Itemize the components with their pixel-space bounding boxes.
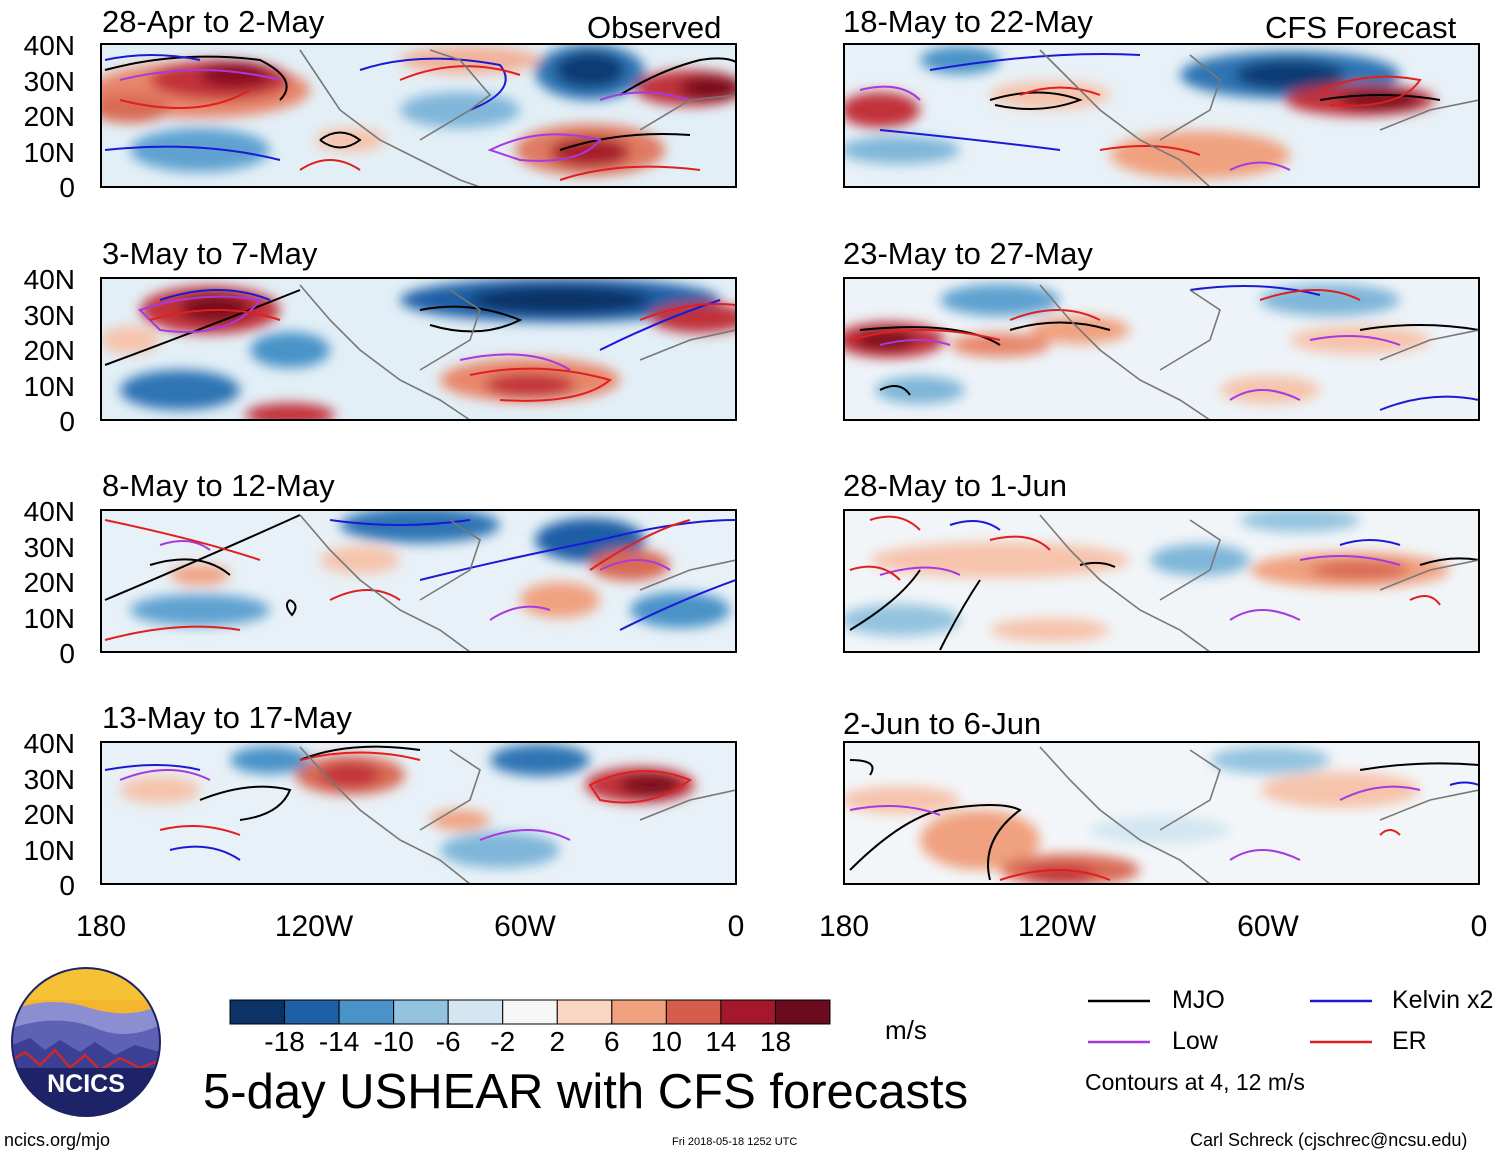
cfs-forecast-label: CFS Forecast [1265,10,1457,45]
map-panel-right-4 [844,742,1479,884]
panel-title-right-1: 18-May to 22-May [843,4,1093,39]
x-tick-left-180: 180 [75,910,127,943]
colorbar-label: 2 [549,1026,566,1057]
y-tick-row4-2: 20N [23,799,75,830]
colorbar-label: 18 [759,1026,792,1057]
colorbar-cell [393,999,449,1025]
panel-title-left-1: 28-Apr to 2-May [102,4,325,39]
y-tick-row1-0: 40N [23,30,75,61]
y-tick-row1-2: 20N [23,101,75,132]
colorbar-label: -18 [264,1026,305,1057]
colorbar-label: -14 [318,1026,360,1057]
y-tick-row4-3: 10N [23,834,75,866]
colorbar-cell [229,999,286,1025]
y-tick-row2-3: 10N [23,370,75,402]
colorbar-cell [284,999,340,1025]
figure-title: 5-day USHEAR with CFS forecasts [203,1065,969,1119]
colorbar-label: 6 [604,1026,620,1057]
colorbar-cell [338,999,395,1025]
colorbar-cell [611,999,667,1025]
footer-url[interactable]: ncics.org/mjo [4,1130,111,1150]
y-tick-row4-4: 0 [59,870,75,901]
y-tick-row1-3: 10N [23,136,75,168]
panel-title-left-3: 8-May to 12-May [102,468,335,503]
y-tick-row2-0: 40N [23,264,75,295]
y-tick-row2-2: 20N [23,335,75,366]
x-tick-right-0: 0 [1470,910,1488,943]
y-tick-row3-4: 0 [59,638,75,669]
map-panel-right-2 [844,278,1479,420]
y-tick-row1-1: 30N [23,65,75,97]
colorbar-label: -2 [490,1026,516,1057]
panel-title-left-2: 3-May to 7-May [102,236,318,271]
colorbar-cell [774,999,831,1025]
footer-timestamp: Fri 2018-05-18 1252 UTC [672,1136,798,1148]
ncics-logo: NCICS [11,967,161,1117]
x-tick-right-180: 180 [818,910,870,943]
panel-title-right-2: 23-May to 27-May [843,236,1093,271]
y-tick-row3-2: 20N [23,567,75,598]
map-panel-left-4 [101,742,736,884]
colorbar-label: -6 [435,1026,461,1057]
colorbar-label: 10 [650,1026,682,1057]
panel-title-left-4: 13-May to 17-May [102,700,352,735]
map-panel-right-3 [844,510,1479,652]
x-tick-left-0: 0 [727,910,745,943]
legend-label-er: ER [1392,1027,1427,1055]
x-tick-left-120w: 120W [274,910,354,943]
panel-title-right-3: 28-May to 1-Jun [843,468,1067,503]
y-tick-row1-4: 0 [59,172,75,203]
contour-note: Contours at 4, 12 m/s [1085,1069,1305,1095]
x-tick-right-60w: 60W [1237,910,1299,943]
observed-label: Observed [587,10,722,45]
colorbar-cell [447,999,504,1025]
colorbar-label: -10 [373,1026,414,1057]
panel-title-right-4: 2-Jun to 6-Jun [843,706,1042,741]
legend-label-low: Low [1172,1027,1218,1055]
y-tick-row2-4: 0 [59,406,75,437]
map-panel-left-2 [101,278,736,420]
colorbar-cell [665,999,722,1025]
logo-text: NCICS [47,1070,125,1098]
y-tick-row4-1: 30N [23,763,75,795]
y-tick-row3-0: 40N [23,496,75,527]
colorbar-cell [720,999,776,1025]
y-tick-row2-1: 30N [23,299,75,331]
footer-author: Carl Schreck (cjschrec@ncsu.edu) [1190,1130,1468,1150]
y-tick-row3-1: 30N [23,531,75,563]
units-label: m/s [885,1015,927,1045]
colorbar [229,999,831,1025]
x-tick-right-120w: 120W [1017,910,1097,943]
map-panel-left-1 [101,44,736,187]
legend-label-kelvin: Kelvin x2 [1392,986,1494,1014]
y-tick-row3-3: 10N [23,602,75,634]
y-tick-row4-0: 40N [23,728,75,759]
map-panel-left-3 [101,510,736,652]
x-tick-left-60w: 60W [494,910,556,943]
map-panel-right-1 [844,44,1479,187]
colorbar-cell [556,999,613,1025]
legend-label-mjo: MJO [1172,986,1225,1014]
colorbar-cell [502,999,558,1025]
colorbar-label: 14 [705,1026,737,1057]
